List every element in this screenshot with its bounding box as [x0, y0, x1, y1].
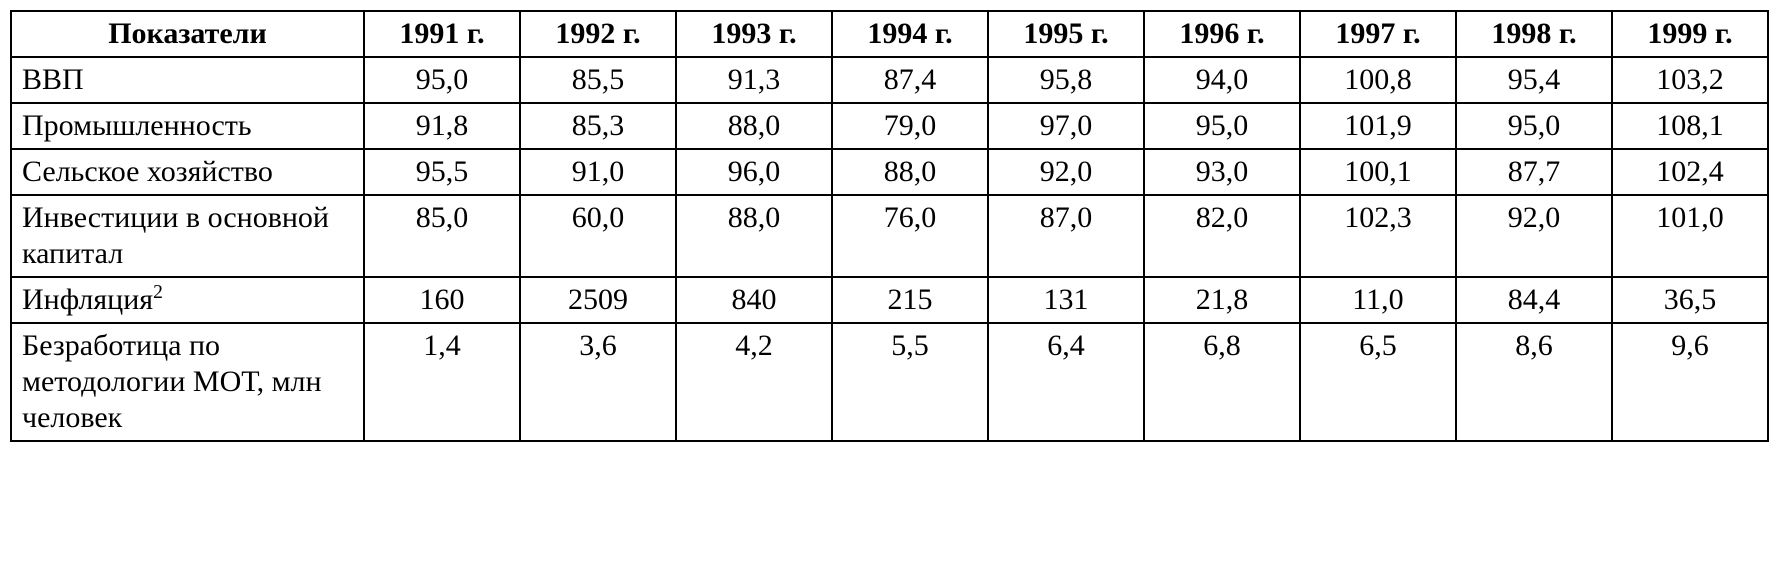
value-cell: 96,0 [676, 149, 832, 195]
value-cell: 2509 [520, 277, 676, 323]
value-cell: 95,0 [364, 57, 520, 103]
value-cell: 100,8 [1300, 57, 1456, 103]
value-cell: 95,8 [988, 57, 1144, 103]
table-row: ВВП95,085,591,387,495,894,0100,895,4103,… [11, 57, 1768, 103]
value-cell: 101,9 [1300, 103, 1456, 149]
header-year: 1996 г. [1144, 11, 1300, 57]
table-row: Промышленность91,885,388,079,097,095,010… [11, 103, 1768, 149]
header-indicator: Показатели [11, 11, 364, 57]
value-cell: 88,0 [832, 149, 988, 195]
value-cell: 36,5 [1612, 277, 1768, 323]
value-cell: 11,0 [1300, 277, 1456, 323]
value-cell: 102,3 [1300, 195, 1456, 277]
header-year: 1998 г. [1456, 11, 1612, 57]
value-cell: 79,0 [832, 103, 988, 149]
value-cell: 102,4 [1612, 149, 1768, 195]
value-cell: 1,4 [364, 323, 520, 441]
table-body: ВВП95,085,591,387,495,894,0100,895,4103,… [11, 57, 1768, 441]
value-cell: 87,0 [988, 195, 1144, 277]
value-cell: 60,0 [520, 195, 676, 277]
value-cell: 87,4 [832, 57, 988, 103]
value-cell: 85,0 [364, 195, 520, 277]
table-row: Сельское хозяйство95,591,096,088,092,093… [11, 149, 1768, 195]
value-cell: 100,1 [1300, 149, 1456, 195]
header-year: 1995 г. [988, 11, 1144, 57]
value-cell: 160 [364, 277, 520, 323]
header-year: 1993 г. [676, 11, 832, 57]
value-cell: 95,4 [1456, 57, 1612, 103]
value-cell: 91,8 [364, 103, 520, 149]
value-cell: 6,5 [1300, 323, 1456, 441]
value-cell: 840 [676, 277, 832, 323]
value-cell: 5,5 [832, 323, 988, 441]
value-cell: 101,0 [1612, 195, 1768, 277]
indicator-label: Инвестиции в основ­ной капитал [11, 195, 364, 277]
value-cell: 215 [832, 277, 988, 323]
value-cell: 87,7 [1456, 149, 1612, 195]
value-cell: 3,6 [520, 323, 676, 441]
value-cell: 88,0 [676, 103, 832, 149]
header-year: 1994 г. [832, 11, 988, 57]
value-cell: 85,3 [520, 103, 676, 149]
table-row: Безработица по методологии МОТ, млн чело… [11, 323, 1768, 441]
table-header-row: Показатели 1991 г. 1992 г. 1993 г. 1994 … [11, 11, 1768, 57]
table-row: Инвестиции в основ­ной капитал85,060,088… [11, 195, 1768, 277]
indicator-label: ВВП [11, 57, 364, 103]
indicator-superscript: 2 [153, 282, 163, 303]
value-cell: 91,3 [676, 57, 832, 103]
value-cell: 94,0 [1144, 57, 1300, 103]
value-cell: 95,5 [364, 149, 520, 195]
value-cell: 76,0 [832, 195, 988, 277]
value-cell: 92,0 [1456, 195, 1612, 277]
value-cell: 6,8 [1144, 323, 1300, 441]
indicator-label: Безработица по методологии МОТ, млн чело… [11, 323, 364, 441]
header-year: 1997 г. [1300, 11, 1456, 57]
value-cell: 8,6 [1456, 323, 1612, 441]
value-cell: 131 [988, 277, 1144, 323]
value-cell: 91,0 [520, 149, 676, 195]
header-year: 1992 г. [520, 11, 676, 57]
value-cell: 4,2 [676, 323, 832, 441]
value-cell: 21,8 [1144, 277, 1300, 323]
indicator-label: Сельское хозяйство [11, 149, 364, 195]
indicator-label: Промышленность [11, 103, 364, 149]
value-cell: 92,0 [988, 149, 1144, 195]
value-cell: 97,0 [988, 103, 1144, 149]
value-cell: 6,4 [988, 323, 1144, 441]
indicators-table: Показатели 1991 г. 1992 г. 1993 г. 1994 … [10, 10, 1769, 442]
header-year: 1991 г. [364, 11, 520, 57]
value-cell: 95,0 [1144, 103, 1300, 149]
value-cell: 95,0 [1456, 103, 1612, 149]
value-cell: 103,2 [1612, 57, 1768, 103]
table-row: Инфляция2160250984021513121,811,084,436,… [11, 277, 1768, 323]
value-cell: 9,6 [1612, 323, 1768, 441]
value-cell: 84,4 [1456, 277, 1612, 323]
value-cell: 85,5 [520, 57, 676, 103]
value-cell: 93,0 [1144, 149, 1300, 195]
value-cell: 108,1 [1612, 103, 1768, 149]
indicator-label: Инфляция2 [11, 277, 364, 323]
value-cell: 82,0 [1144, 195, 1300, 277]
value-cell: 88,0 [676, 195, 832, 277]
header-year: 1999 г. [1612, 11, 1768, 57]
